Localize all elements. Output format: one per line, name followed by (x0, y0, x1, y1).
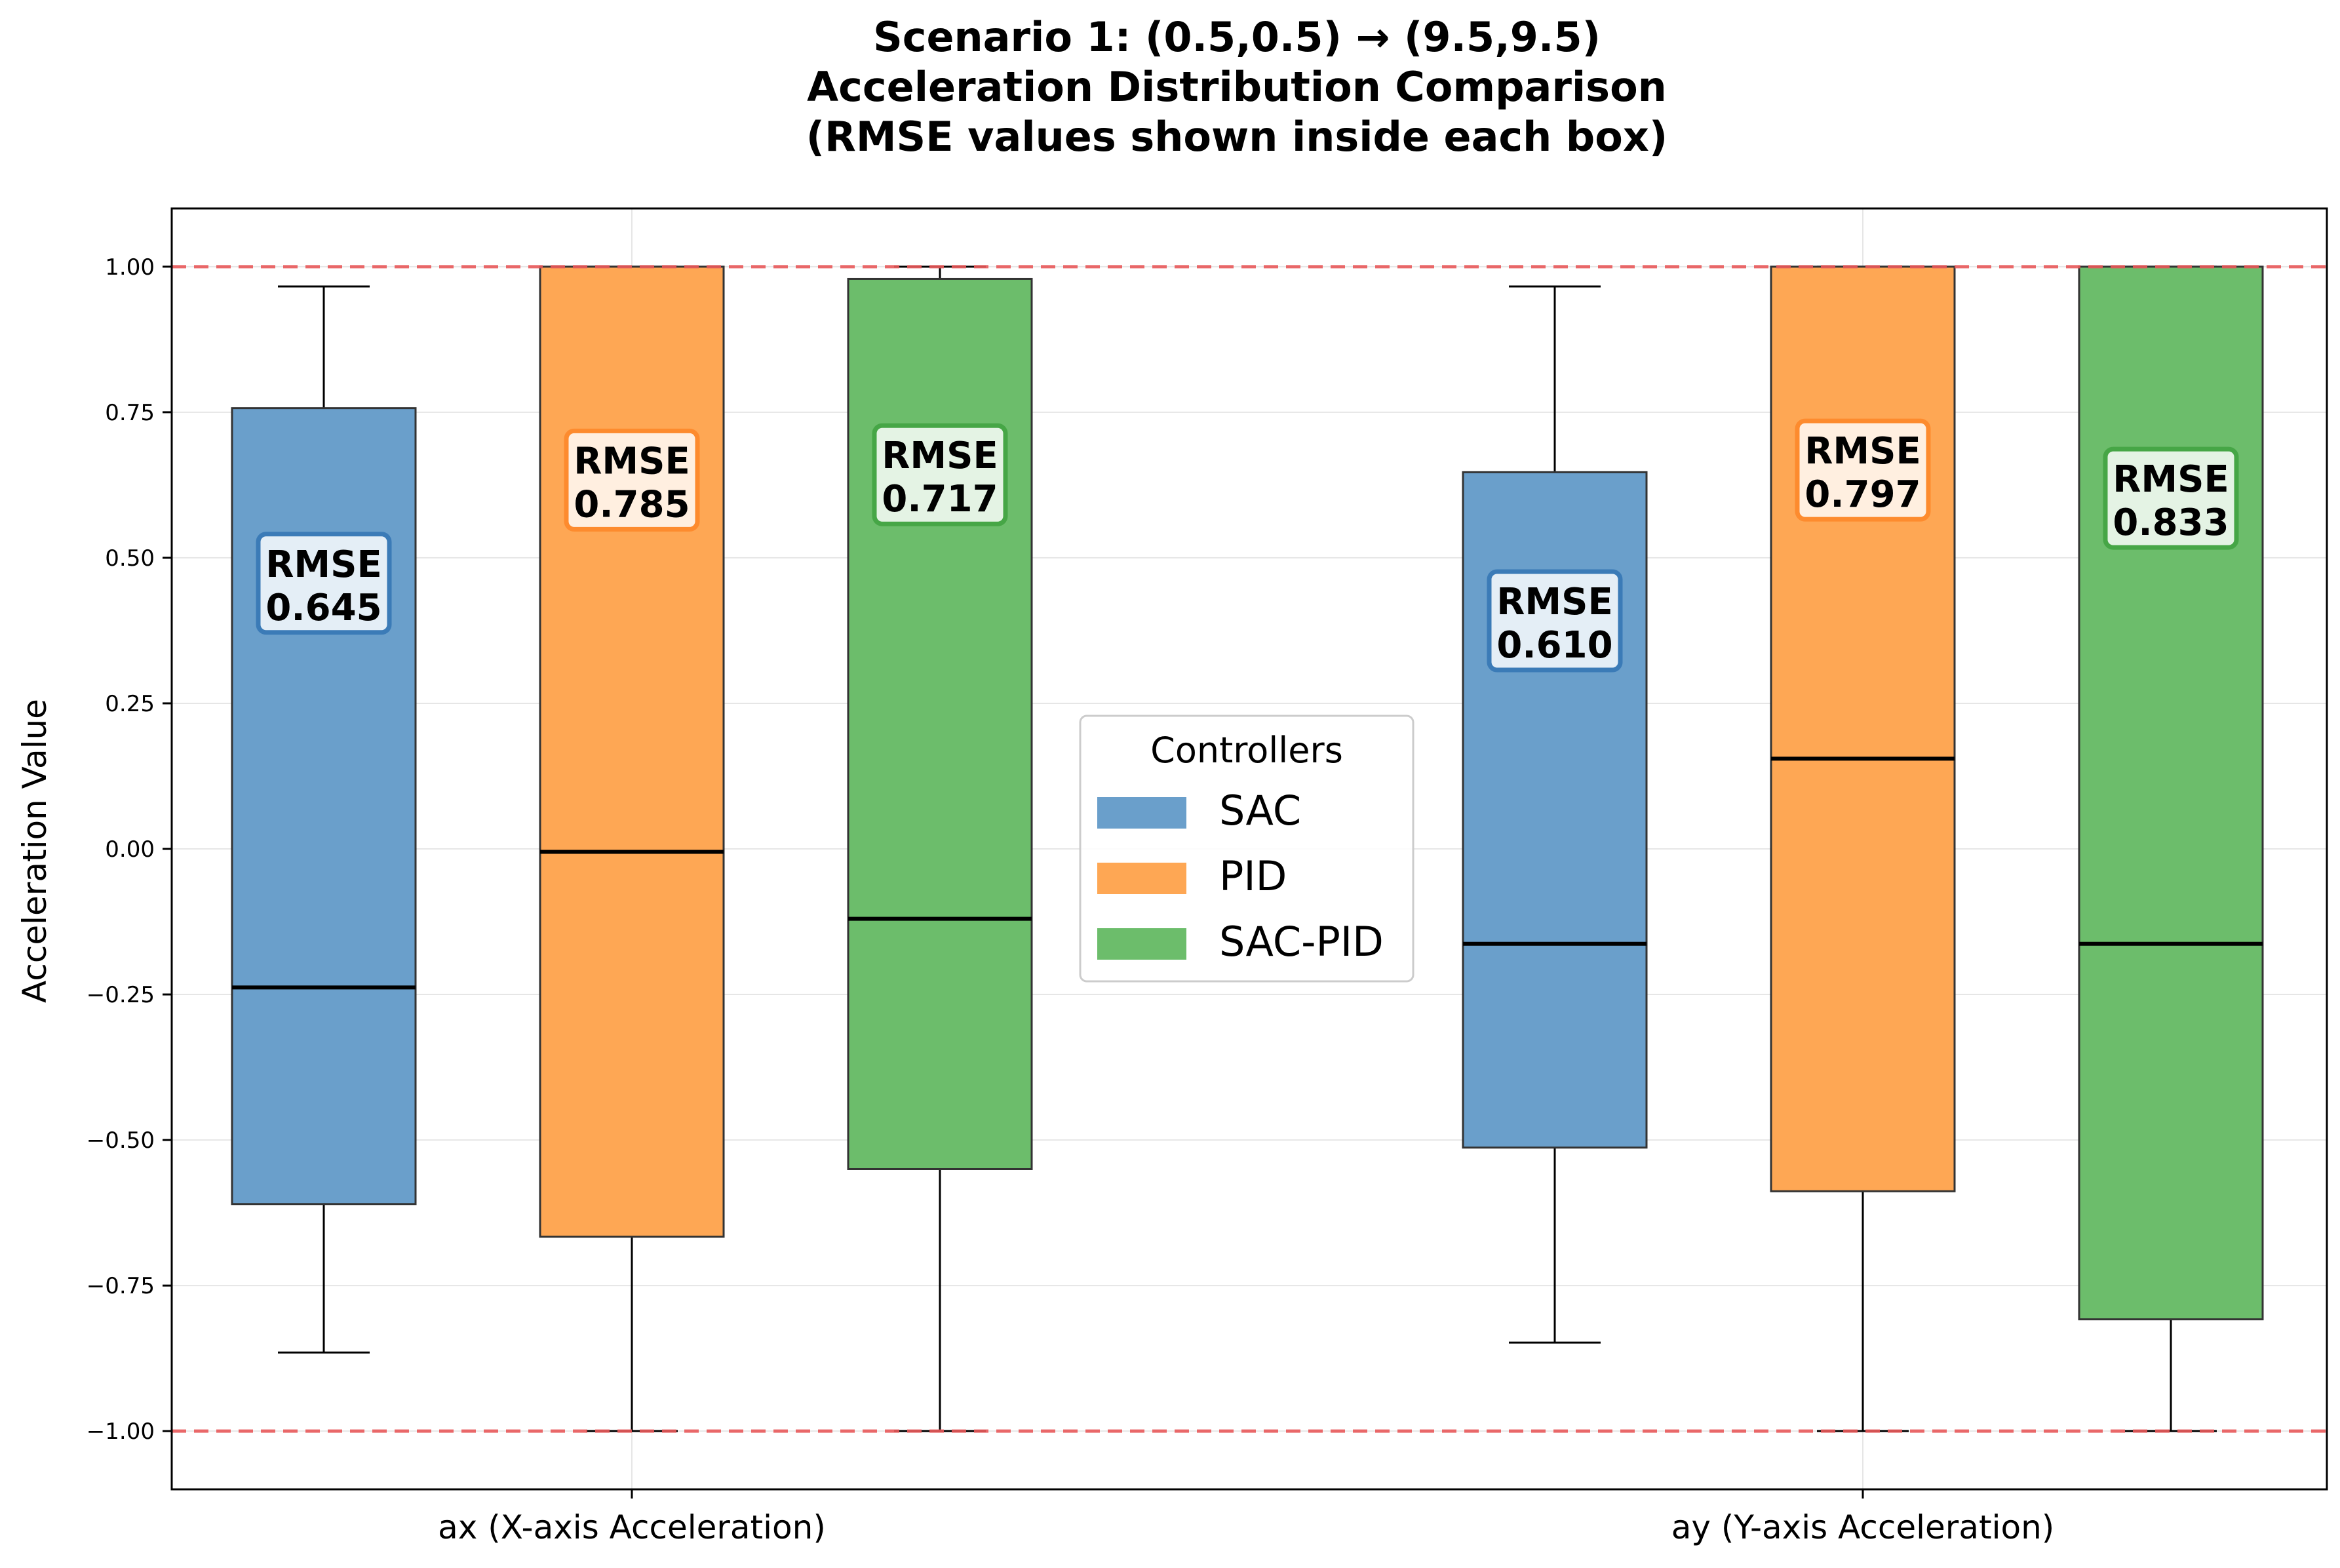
box-body (2078, 265, 2264, 1321)
rmse-label-value: 0.610 (1496, 624, 1612, 667)
legend-swatch (1097, 928, 1186, 960)
y-tick-label-2: 0.50 (105, 545, 155, 572)
chart-title-line-3: (RMSE values shown inside each box) (806, 113, 1667, 161)
legend-entries: SAC PID SAC-PID (1097, 787, 1384, 966)
y-tick-label-4: 0.00 (105, 836, 155, 863)
rmse-label-title: RMSE (1804, 430, 1921, 473)
rmse-label-box (1795, 418, 1931, 522)
legend-swatch (1097, 863, 1186, 894)
y-tick-label-7: −0.75 (87, 1273, 155, 1299)
rmse-label-box (872, 423, 1008, 526)
boxes-layer (231, 265, 2264, 1432)
axes-layer: 1.00 0.75 0.50 0.25 0.00 −0.25 −0.50 −0.75 −1.00… (87, 207, 2328, 1546)
rmse-label-value: 0.833 (2113, 501, 2229, 544)
y-tick-label-3: 0.25 (105, 691, 155, 717)
rmse-label-value: 0.785 (574, 483, 690, 526)
legend-label: PID (1219, 852, 1287, 900)
rmse-label-title: RMSE (882, 435, 998, 477)
y-axis-label: Acceleration Value (16, 699, 54, 1003)
x-category-label-1: ay (Y-axis Acceleration) (1671, 1508, 2055, 1546)
box-body (539, 265, 725, 1238)
box-body (1770, 265, 1956, 1192)
legend-swatch (1097, 797, 1186, 829)
rmse-label-title: RMSE (2113, 458, 2229, 501)
rmse-label-box (564, 428, 700, 532)
rmse-label-box (2103, 446, 2239, 550)
chart-title-line-2: Acceleration Distribution Comparison (807, 63, 1667, 111)
rmse-label-value: 0.797 (1804, 473, 1921, 516)
chart-title: Scenario 1: (0.5,0.5) → (9.5,9.5) Accele… (806, 13, 1667, 161)
reference-lines-layer (172, 265, 2327, 1433)
legend-entry-sac: SAC (1097, 787, 1301, 834)
legend: Controllers SAC PID SAC-PID (1079, 715, 1414, 983)
y-tick-label-0: 1.00 (105, 254, 155, 281)
legend-entry-pid: PID (1097, 852, 1287, 900)
rmse-label-box (1487, 569, 1623, 673)
y-tick-label-8: −1.00 (87, 1419, 155, 1445)
box-body (847, 277, 1033, 1171)
rmse-label-title: RMSE (1496, 581, 1612, 623)
y-tick-label-5: −0.25 (87, 982, 155, 1008)
legend-entry-sac-pid: SAC-PID (1097, 918, 1384, 966)
y-tick-label-1: 0.75 (105, 400, 155, 426)
legend-title: Controllers (1150, 730, 1343, 771)
rmse-label-title: RMSE (574, 440, 690, 482)
box-pid-0 (539, 265, 725, 1432)
x-category-label-0: ax (X-axis Acceleration) (438, 1508, 826, 1546)
rmse-label-value: 0.717 (882, 478, 998, 520)
rmse-label-box (256, 532, 392, 635)
box-sac-pid-1 (2078, 265, 2264, 1432)
box-body (231, 407, 417, 1205)
legend-frame (1079, 715, 1414, 983)
box-sac-0 (231, 285, 417, 1354)
legend-label: SAC-PID (1219, 918, 1384, 966)
chart-title-line-1: Scenario 1: (0.5,0.5) → (9.5,9.5) (873, 13, 1601, 61)
rmse-label-value: 0.645 (265, 587, 381, 629)
rmse-label-title: RMSE (265, 543, 381, 586)
y-tick-label-6: −0.50 (87, 1127, 155, 1154)
legend-label: SAC (1219, 787, 1301, 834)
